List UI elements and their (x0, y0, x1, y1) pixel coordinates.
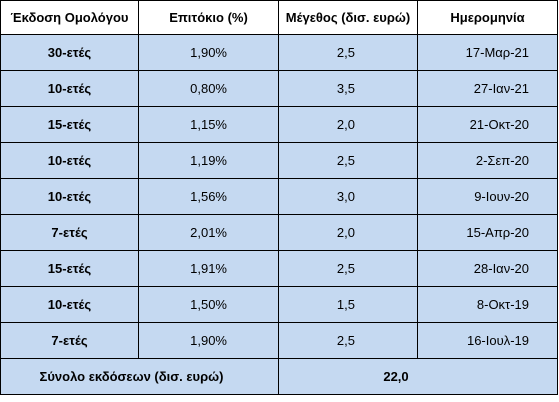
total-label: Σύνολο εκδόσεων (δισ. ευρώ) (0, 358, 279, 395)
issue-cell: 15-ετές (0, 106, 139, 143)
rate-cell: 1,19% (138, 142, 279, 179)
table-row: 10-ετές 1,56% 3,0 9-Ιουν-20 (0, 178, 558, 215)
date-cell: 15-Απρ-20 (417, 214, 558, 251)
date-cell: 17-Μαρ-21 (417, 34, 558, 71)
rate-cell: 1,90% (138, 322, 279, 359)
issue-cell: 7-ετές (0, 322, 139, 359)
rate-cell: 1,50% (138, 286, 279, 323)
table-row: 15-ετές 1,15% 2,0 21-Οκτ-20 (0, 106, 558, 143)
date-cell: 28-Ιαν-20 (417, 250, 558, 287)
header-issue: Έκδοση Ομολόγου (0, 0, 139, 35)
rate-cell: 0,80% (138, 70, 279, 107)
rate-cell: 1,91% (138, 250, 279, 287)
issue-cell: 30-ετές (0, 34, 139, 71)
issue-cell: 10-ετές (0, 178, 139, 215)
header-size: Μέγεθος (δισ. ευρώ) (278, 0, 418, 35)
total-row: Σύνολο εκδόσεων (δισ. ευρώ) 22,0 (0, 358, 558, 395)
size-cell: 2,0 (278, 106, 418, 143)
size-cell: 2,5 (278, 34, 418, 71)
header-date: Ημερομηνία (417, 0, 558, 35)
rate-cell: 1,90% (138, 34, 279, 71)
date-cell: 2-Σεπ-20 (417, 142, 558, 179)
total-value: 22,0 (278, 358, 558, 395)
issue-cell: 15-ετές (0, 250, 139, 287)
issue-cell: 10-ετές (0, 286, 139, 323)
table-row: 7-ετές 2,01% 2,0 15-Απρ-20 (0, 214, 558, 251)
header-rate: Επιτόκιο (%) (138, 0, 279, 35)
header-row: Έκδοση Ομολόγου Επιτόκιο (%) Μέγεθος (δι… (0, 0, 558, 35)
rate-cell: 1,56% (138, 178, 279, 215)
table-row: 7-ετές 1,90% 2,5 16-Ιουλ-19 (0, 322, 558, 359)
issue-cell: 10-ετές (0, 142, 139, 179)
table-row: 10-ετές 1,19% 2,5 2-Σεπ-20 (0, 142, 558, 179)
table-row: 15-ετές 1,91% 2,5 28-Ιαν-20 (0, 250, 558, 287)
date-cell: 9-Ιουν-20 (417, 178, 558, 215)
size-cell: 2,5 (278, 250, 418, 287)
size-cell: 3,5 (278, 70, 418, 107)
issue-cell: 10-ετές (0, 70, 139, 107)
date-cell: 21-Οκτ-20 (417, 106, 558, 143)
table-row: 30-ετές 1,90% 2,5 17-Μαρ-21 (0, 34, 558, 71)
size-cell: 2,0 (278, 214, 418, 251)
size-cell: 3,0 (278, 178, 418, 215)
table-row: 10-ετές 0,80% 3,5 27-Ιαν-21 (0, 70, 558, 107)
table-row: 10-ετές 1,50% 1,5 8-Οκτ-19 (0, 286, 558, 323)
rate-cell: 1,15% (138, 106, 279, 143)
size-cell: 1,5 (278, 286, 418, 323)
date-cell: 27-Ιαν-21 (417, 70, 558, 107)
issue-cell: 7-ετές (0, 214, 139, 251)
size-cell: 2,5 (278, 322, 418, 359)
size-cell: 2,5 (278, 142, 418, 179)
date-cell: 8-Οκτ-19 (417, 286, 558, 323)
rate-cell: 2,01% (138, 214, 279, 251)
date-cell: 16-Ιουλ-19 (417, 322, 558, 359)
